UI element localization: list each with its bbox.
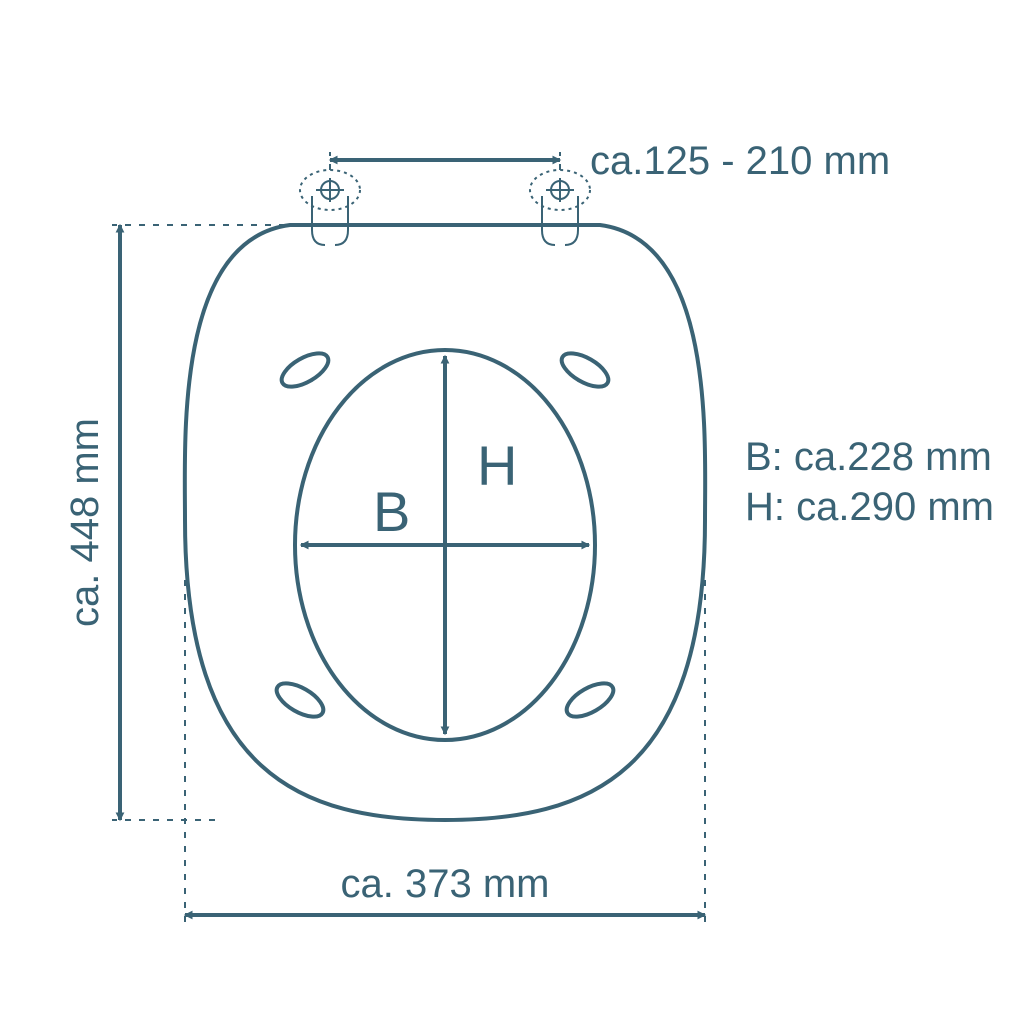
- bumper: [276, 347, 333, 394]
- bumper: [271, 677, 328, 724]
- dim-hinge-span-label: ca.125 - 210 mm: [590, 139, 890, 183]
- dim-b-label: B: ca.228 mm: [745, 435, 992, 479]
- hinge: [530, 170, 590, 245]
- hinge: [300, 170, 360, 245]
- letter-b: B: [373, 480, 410, 543]
- dim-h-label: H: ca.290 mm: [745, 485, 994, 529]
- bumper: [556, 347, 613, 394]
- dim-height-label: ca. 448 mm: [63, 418, 107, 627]
- letter-h: H: [477, 434, 517, 497]
- dim-width-label: ca. 373 mm: [341, 862, 550, 906]
- bumper: [561, 677, 618, 724]
